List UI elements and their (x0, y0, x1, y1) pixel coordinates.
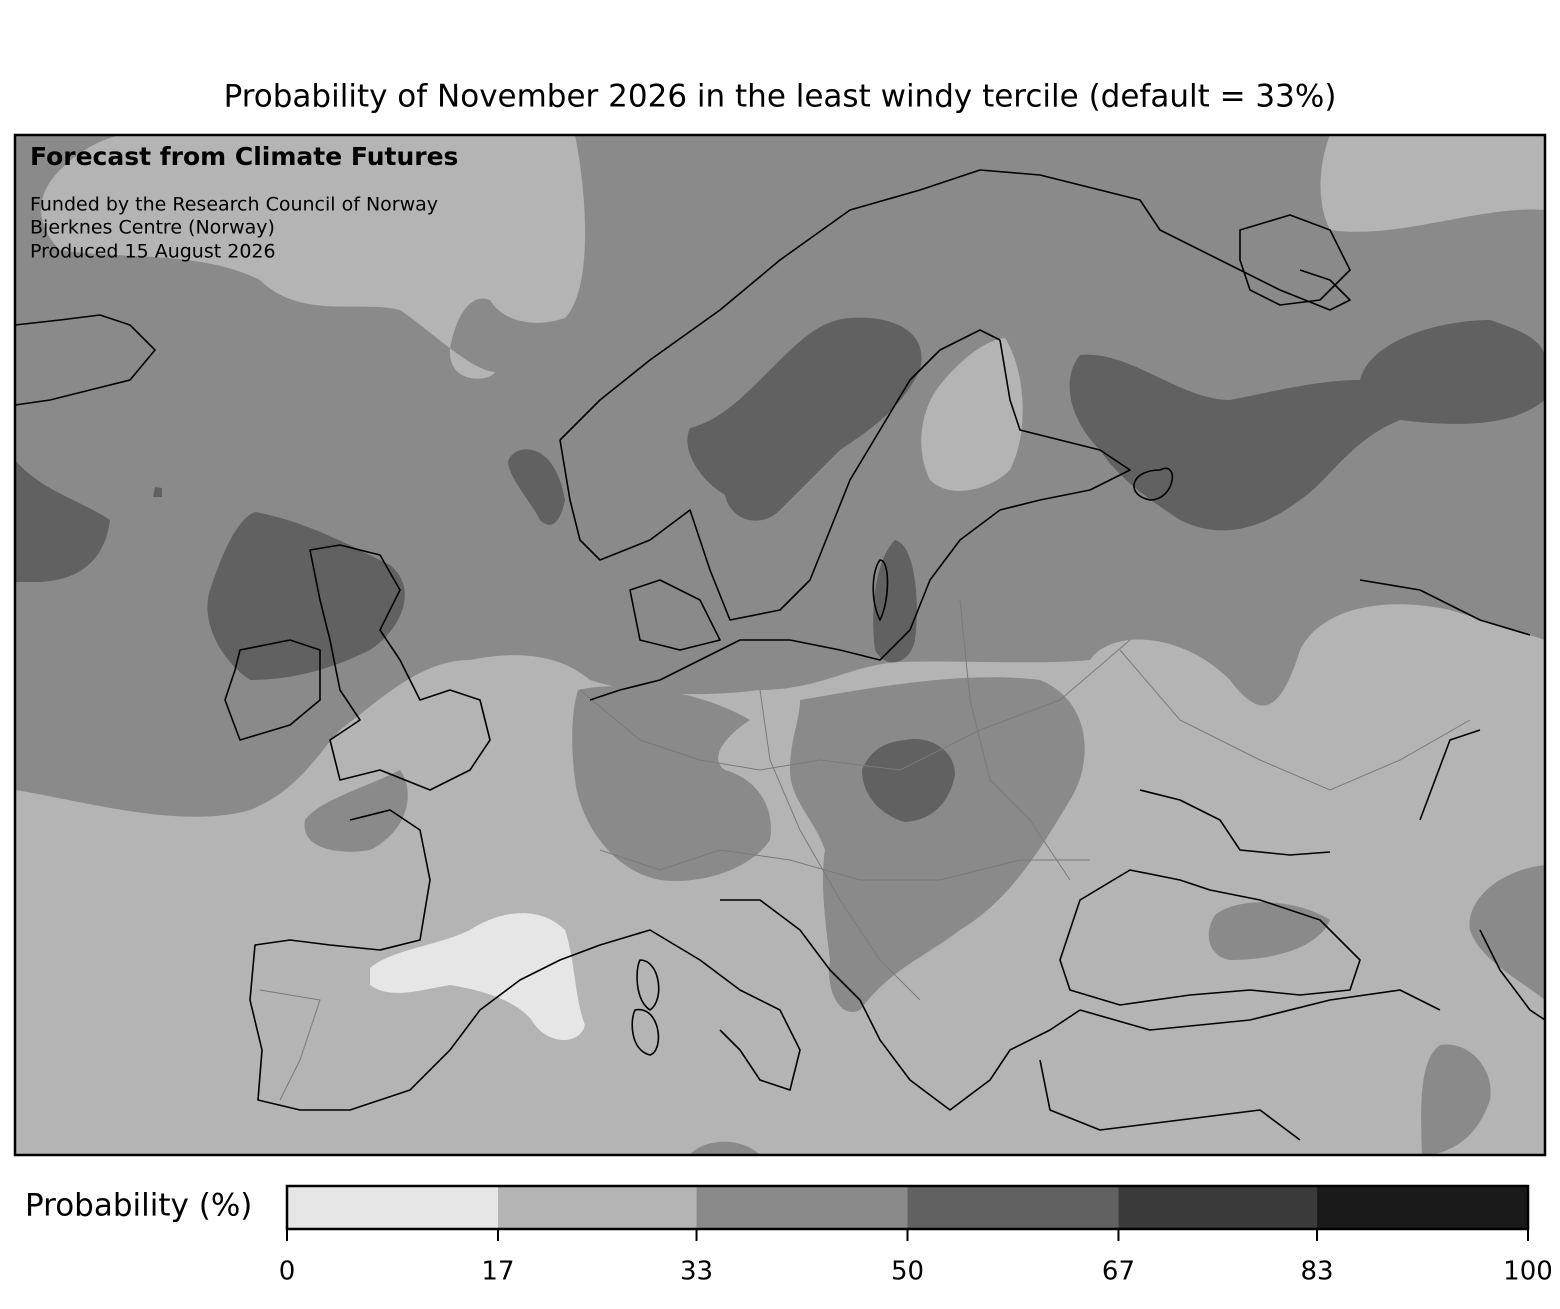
contour-region (790, 677, 1085, 1012)
contour-region (1208, 902, 1330, 960)
contour-region (15, 604, 1545, 1155)
annotation-heading: Forecast from Climate Futures (30, 142, 458, 171)
colorbar-tick-label: 33 (680, 1257, 713, 1287)
borders (259, 599, 1471, 1101)
contour-region (1469, 865, 1545, 1000)
colorbar-segment (287, 1186, 498, 1229)
colorbar-segment (497, 1186, 697, 1229)
map-frame (13, 133, 1547, 1157)
contour-region (572, 686, 771, 881)
contour-region (508, 449, 565, 525)
contour-region (304, 770, 408, 852)
coastlines (15, 169, 1545, 1141)
colorbar-label: Probability (%) (25, 1188, 252, 1224)
map (15, 135, 1545, 1155)
contour-region (41, 135, 586, 379)
contour-region (1069, 320, 1545, 531)
colorbar-tick-label: 67 (1102, 1257, 1135, 1287)
contour-region (207, 512, 405, 680)
contour-region (153, 487, 162, 497)
colorbar-tick-label: 50 (891, 1257, 924, 1287)
map-title: Probability of November 2026 in the leas… (224, 79, 1337, 115)
colorbar-tick-label: 83 (1300, 1257, 1333, 1287)
colorbar: 0 17 33 50 67 83 100 (279, 1184, 1553, 1287)
colorbar-segment (1317, 1186, 1528, 1229)
colorbar-segment (1118, 1186, 1318, 1229)
colorbar-segment (907, 1186, 1119, 1229)
contour-region (1421, 1044, 1491, 1155)
contour-region (1320, 135, 1545, 232)
contour-region (687, 317, 922, 521)
contour-region (690, 1141, 760, 1155)
colorbar-tick-label: 0 (279, 1257, 296, 1287)
contour-region (15, 460, 110, 582)
contour-region (370, 913, 585, 1040)
colorbar-tick-label: 100 (1503, 1257, 1553, 1287)
colorbar-tick-label: 17 (481, 1257, 514, 1287)
annotation-line: Funded by the Research Council of Norway (30, 194, 438, 216)
contour-region (790, 135, 825, 151)
contour-region (921, 338, 1023, 491)
annotation-line: Bjerknes Centre (Norway) (30, 217, 275, 239)
contour-region (873, 540, 917, 663)
colorbar-segment (696, 1186, 908, 1229)
contour-region (862, 739, 955, 822)
annotation-line: Produced 15 August 2026 (30, 241, 276, 263)
